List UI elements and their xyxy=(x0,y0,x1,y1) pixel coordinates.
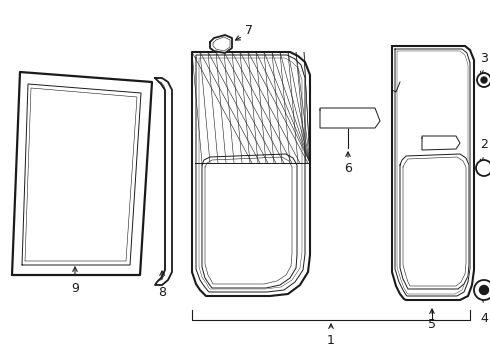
Polygon shape xyxy=(392,46,474,300)
Text: 5: 5 xyxy=(428,319,436,332)
Circle shape xyxy=(481,77,487,83)
Text: 8: 8 xyxy=(158,285,166,298)
Polygon shape xyxy=(192,52,310,296)
Text: 1: 1 xyxy=(327,333,335,346)
Circle shape xyxy=(474,280,490,300)
Polygon shape xyxy=(12,72,152,275)
Circle shape xyxy=(477,73,490,87)
Circle shape xyxy=(480,285,489,294)
Text: 2: 2 xyxy=(480,139,488,152)
Circle shape xyxy=(476,160,490,176)
Text: 7: 7 xyxy=(245,23,253,36)
Polygon shape xyxy=(422,136,460,150)
Polygon shape xyxy=(22,84,141,265)
Text: 3: 3 xyxy=(480,51,488,64)
Polygon shape xyxy=(320,108,380,128)
Text: 4: 4 xyxy=(480,311,488,324)
Polygon shape xyxy=(400,154,469,289)
Text: 9: 9 xyxy=(71,282,79,294)
Polygon shape xyxy=(155,78,172,285)
Text: 6: 6 xyxy=(344,162,352,175)
Polygon shape xyxy=(202,154,297,288)
Polygon shape xyxy=(210,35,232,53)
